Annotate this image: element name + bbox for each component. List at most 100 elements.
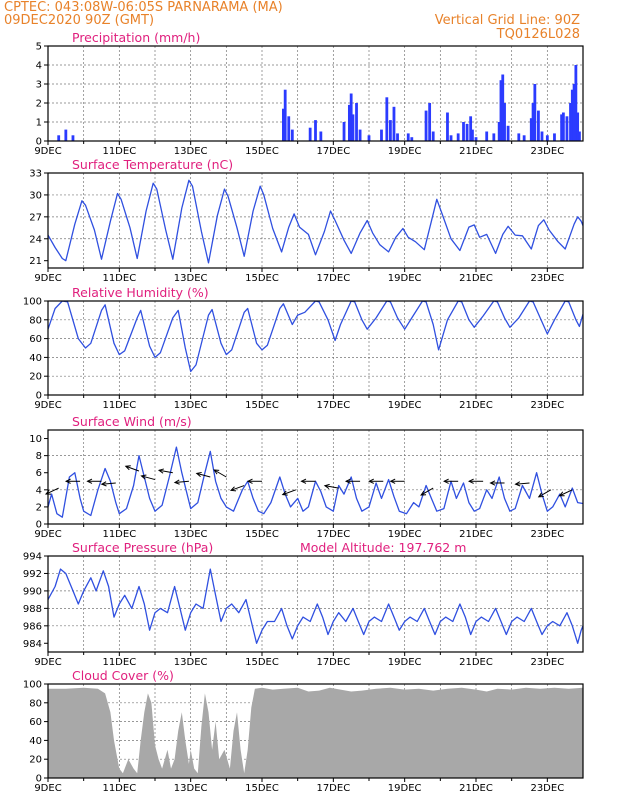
- wind-vector: [389, 478, 405, 484]
- data-layer-temp: [48, 179, 583, 264]
- x-tick-label: 19DEC: [388, 657, 422, 668]
- precip-bar: [569, 103, 572, 141]
- x-tick-label: 13DEC: [174, 400, 208, 411]
- temp-line: [48, 179, 583, 264]
- x-tick-label: 23DEC: [530, 273, 564, 284]
- x-tick-label: 15DEC: [245, 657, 279, 668]
- wind-vector-head: [86, 478, 93, 484]
- precip-bar: [503, 103, 506, 141]
- y-tick-label: 40: [29, 353, 42, 364]
- y-tick-label: 20: [29, 755, 42, 766]
- x-tick-label: 19DEC: [388, 400, 422, 411]
- wind-vector-head: [229, 486, 237, 492]
- y-tick-label: 8: [36, 451, 42, 462]
- panel-cloud: 0 20 40 60 80 100 9DEC 11DEC 13DEC 15DEC 17DEC 19DE…: [23, 668, 584, 794]
- y-tick-label: 27: [29, 212, 42, 223]
- y-tick-label: 2: [36, 99, 42, 110]
- wind-vector: [173, 479, 189, 485]
- precip-bar: [71, 135, 75, 141]
- wind-vector: [157, 468, 173, 474]
- rh-line: [48, 301, 583, 373]
- y-tick-label: 0: [36, 774, 42, 785]
- wind-vector: [344, 478, 361, 484]
- wind-vector-shaft: [515, 482, 530, 485]
- wind-vector: [140, 474, 156, 481]
- data-layer-wind: [48, 446, 583, 518]
- x-tick-label: 9DEC: [34, 783, 61, 794]
- precip-bar: [319, 131, 323, 141]
- wind-vector: [64, 478, 81, 484]
- header-code: TQ0126L028: [496, 27, 580, 42]
- x-tick-label: 9DEC: [34, 529, 61, 540]
- y-tick-label: 986: [23, 621, 42, 632]
- precip-bar: [517, 133, 521, 141]
- y-tick-label: 80: [29, 315, 42, 326]
- wind-vector-head: [281, 490, 288, 496]
- precip-bar: [570, 89, 574, 141]
- x-tick-label: 13DEC: [174, 783, 208, 794]
- wind-vector-shaft: [196, 472, 211, 478]
- panel-title-temp: Surface Temperature (nC): [72, 157, 233, 172]
- wind-vector: [281, 489, 297, 496]
- y-tick-label: 4: [36, 61, 42, 72]
- precip-bar: [456, 133, 460, 141]
- precip-bar: [497, 122, 501, 141]
- y-tick-label: 33: [29, 169, 42, 180]
- y-tick-label: 60: [29, 334, 42, 345]
- precip-bar: [282, 108, 285, 141]
- panel-title-pressure: Surface Pressure (hPa): [72, 540, 213, 555]
- precip-bar: [367, 135, 371, 141]
- x-tick-label: 13DEC: [174, 146, 208, 157]
- precip-bar: [392, 106, 396, 141]
- wind-vector: [514, 481, 530, 487]
- precip-bar: [351, 114, 355, 141]
- panel-frame: [47, 300, 584, 396]
- x-tick-label: 19DEC: [388, 783, 422, 794]
- precip-bar: [492, 133, 496, 141]
- x-tick-label: 17DEC: [316, 400, 350, 411]
- y-tick-label: 994: [23, 552, 42, 563]
- wind-vector-head: [467, 478, 474, 484]
- panel-frame: [47, 45, 584, 142]
- wind-vector-shaft: [559, 489, 573, 497]
- wind-vector: [489, 480, 505, 486]
- y-tick-label: 80: [29, 698, 42, 709]
- panel-pressure: 984 986 988 990 992 994 9DEC 11DEC 13DEC 15DEC 17D…: [23, 540, 584, 668]
- panel-title-precip: Precipitation (mm/h): [72, 30, 200, 45]
- wind-vector-shaft: [174, 480, 189, 483]
- wind-vector-head: [246, 478, 253, 484]
- wind-vector-shaft: [213, 469, 227, 478]
- wind-vector-head: [558, 491, 565, 497]
- x-tick-label: 17DEC: [316, 146, 350, 157]
- wind-vector: [323, 483, 339, 490]
- precip-bar: [501, 74, 505, 141]
- y-tick-label: 0: [36, 520, 42, 531]
- x-tick-label: 11DEC: [102, 273, 136, 284]
- panel-frame: [47, 555, 584, 653]
- wind-vector-shaft: [101, 482, 116, 485]
- y-tick-label: 100: [23, 297, 42, 308]
- x-tick-label: 19DEC: [388, 273, 422, 284]
- wind-vector-head: [100, 481, 107, 487]
- precip-bar: [572, 84, 576, 141]
- precip-bar: [342, 122, 346, 141]
- data-layer-rh: [48, 301, 583, 373]
- precip-bar: [531, 103, 535, 141]
- x-tick-label: 17DEC: [316, 783, 350, 794]
- x-tick-label: 15DEC: [245, 783, 279, 794]
- wind-vector: [467, 478, 484, 484]
- panel-frame: [47, 172, 584, 269]
- x-tick-label: 15DEC: [245, 529, 279, 540]
- precip-bar: [355, 103, 358, 141]
- x-tick-label: 21DEC: [459, 400, 493, 411]
- x-tick-label: 23DEC: [530, 400, 564, 411]
- x-tick-label: 11DEC: [102, 657, 136, 668]
- y-tick-label: 2: [36, 502, 42, 513]
- x-tick-label: 17DEC: [316, 273, 350, 284]
- wind-vector: [420, 487, 434, 496]
- wind-vector-head: [64, 478, 71, 484]
- wind-vector: [124, 465, 140, 472]
- precip-bar: [385, 97, 389, 141]
- wind-vector-head: [140, 474, 147, 480]
